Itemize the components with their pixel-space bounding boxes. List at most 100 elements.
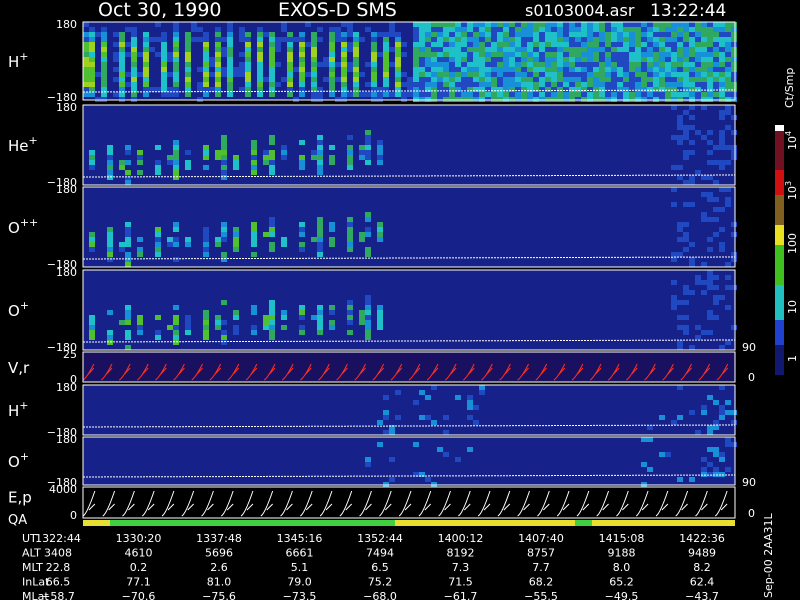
spectrogram-cell [683, 110, 689, 115]
spectrogram-cell [299, 247, 305, 252]
spectrogram-cell [317, 310, 323, 315]
spectrogram-cell [641, 27, 647, 32]
spectrogram-cell [677, 140, 683, 145]
y-tick-label: −180 [47, 91, 77, 104]
spectrogram-cell [545, 27, 551, 32]
spectrogram-cell [203, 247, 209, 252]
spectrogram-cell [149, 37, 155, 42]
spectrogram-cell [449, 87, 455, 92]
spectrogram-cell [89, 242, 95, 247]
spectrogram-cell [101, 47, 107, 52]
spectrogram-cell [485, 82, 491, 87]
spectrogram-cell [605, 22, 611, 27]
spectrogram-cell [695, 42, 701, 47]
spectrogram-cell [335, 37, 341, 42]
spectrogram-cell [611, 57, 617, 62]
spectrogram-cell [317, 160, 323, 165]
spectrogram-cell [473, 32, 479, 37]
spectrogram-cell [491, 82, 497, 87]
spectrogram-cell [689, 345, 695, 350]
spectrogram-cell [431, 72, 437, 77]
spectrogram-cell [677, 385, 683, 390]
spectrogram-cell [185, 62, 191, 67]
table-value: 79.0 [287, 576, 312, 589]
spectrogram-cell [437, 42, 443, 47]
spectrogram-cell [473, 420, 479, 425]
spectrogram-cell [383, 430, 389, 435]
spectrogram-cell [299, 67, 305, 72]
y2-tick-label: 0 [748, 507, 755, 520]
spectrogram-cell [581, 22, 587, 27]
spectrogram-cell [629, 62, 635, 67]
spectrogram-cell [521, 72, 527, 77]
spectrogram-cell [623, 67, 629, 72]
spectrogram-cell [371, 67, 377, 72]
spectrogram-cell [299, 160, 305, 165]
spectrogram-cell [215, 37, 221, 42]
spectrogram-cell [725, 145, 731, 150]
spectrogram-cell [641, 82, 647, 87]
y2-tick-label: 90 [742, 341, 756, 354]
spectrogram-cell [221, 335, 227, 340]
spectrogram-cell [581, 42, 587, 47]
spectrogram-cell [671, 67, 677, 72]
spectrogram-cell [701, 62, 707, 67]
spectrogram-cell [521, 47, 527, 52]
spectrogram-cell [215, 72, 221, 77]
spectrogram-cell [713, 425, 719, 430]
spectrogram-cell [551, 52, 557, 57]
spectrogram-cell [317, 135, 323, 140]
spectrogram-cell [701, 192, 707, 197]
spectrogram-cell [83, 22, 89, 27]
spectrogram-cell [725, 340, 731, 345]
spectrogram-cell [485, 87, 491, 92]
spectrogram-cell [221, 330, 227, 335]
spectrogram-cell [623, 77, 629, 82]
spectrogram-cell [509, 57, 515, 62]
spectrogram-cell [125, 262, 131, 267]
spectrogram-cell [317, 170, 323, 175]
spectrogram-cell [161, 37, 167, 42]
spectrogram-cell [695, 47, 701, 52]
spectrogram-cell [437, 52, 443, 57]
spectrogram-cell [497, 32, 503, 37]
spectrogram-cell [449, 77, 455, 82]
spectrogram-cell [677, 52, 683, 57]
spectrogram-cell [329, 222, 335, 227]
spectrogram-cell [587, 27, 593, 32]
spectrogram-cell [647, 82, 653, 87]
table-value: −68.0 [363, 590, 397, 600]
spectrogram-cell [437, 62, 443, 67]
spectrogram-cell [89, 42, 95, 47]
panel-area [83, 105, 735, 185]
spectrogram-cell [623, 37, 629, 42]
spectrogram-cell [449, 52, 455, 57]
spectrogram-cell [635, 32, 641, 37]
colorbar-label: 100 [786, 233, 799, 254]
spectrogram-cell [569, 37, 575, 42]
spectrogram-cell [611, 52, 617, 57]
spectrogram-cell [299, 227, 305, 232]
spectrogram-cell [143, 87, 149, 92]
spectrogram-cell [497, 52, 503, 57]
spectrogram-cell [347, 155, 353, 160]
qa-segment [110, 520, 395, 526]
spectrogram-cell [215, 27, 221, 32]
spectrogram-cell [557, 82, 563, 87]
spectrogram-cell [533, 37, 539, 42]
spectrogram-cell [725, 187, 731, 192]
spectrogram-cell [89, 247, 95, 252]
colorbar-segment [775, 345, 784, 375]
spectrogram-cell [185, 32, 191, 37]
spectrogram-cell [677, 27, 683, 32]
spectrogram-cell [563, 32, 569, 37]
panel-label: H+ [8, 50, 29, 71]
spectrogram-cell [455, 47, 461, 52]
spectrogram-cell [443, 452, 449, 457]
spectrogram-cell [155, 87, 161, 92]
spectrogram-cell [215, 52, 221, 57]
spectrogram-cell [707, 462, 713, 467]
table-value: −58.7 [41, 590, 75, 600]
spectrogram-cell [143, 72, 149, 77]
spectrogram-cell [119, 32, 125, 37]
